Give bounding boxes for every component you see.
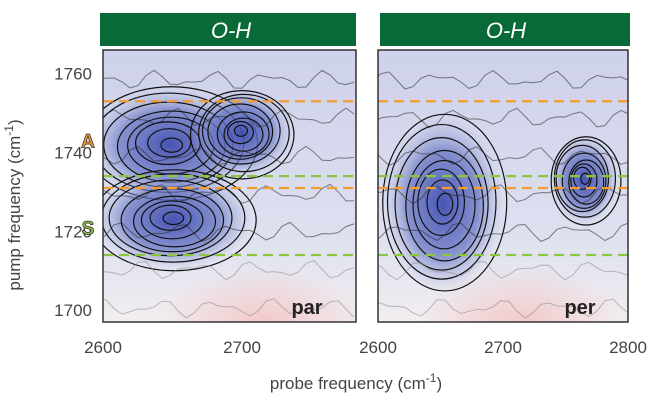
- contour-line: [103, 107, 355, 128]
- contour-line: [378, 146, 628, 167]
- contour-line: [103, 298, 355, 319]
- y-tick-label: 1740: [54, 143, 92, 162]
- contour-line: [132, 195, 217, 248]
- x-tick-label: 2700: [223, 338, 261, 357]
- contour-line: [160, 137, 184, 153]
- y-axis-title-sup: -1: [2, 125, 16, 136]
- contour-line: [405, 149, 484, 262]
- contour-line: [162, 211, 185, 226]
- contour-line: [426, 179, 459, 225]
- contour-line: [378, 261, 628, 281]
- contour-line: [189, 90, 295, 180]
- panel-label-per: per: [564, 297, 595, 319]
- y-tick-label: 1760: [54, 65, 92, 84]
- contour-line: [103, 145, 355, 166]
- banner-par: [100, 13, 356, 46]
- x-tick-label: 2600: [84, 338, 122, 357]
- contour-line: [568, 159, 605, 205]
- x-axis-title-close: ): [436, 374, 442, 393]
- contour-line: [216, 111, 270, 157]
- contour-line: [386, 123, 497, 280]
- contour-line: [233, 124, 249, 137]
- contour-line: [103, 173, 246, 263]
- contour-line: [550, 136, 622, 226]
- negative-peak: [383, 115, 503, 293]
- contour-line: [378, 222, 628, 243]
- contour-line: [198, 93, 290, 173]
- marker-s: S: [82, 218, 95, 239]
- marker-a: A: [81, 132, 95, 153]
- x-tick-label: 2800: [609, 338, 647, 357]
- contour-line: [103, 183, 355, 204]
- contour-line: [103, 260, 355, 281]
- positive-region: [156, 267, 356, 322]
- banner-per: [380, 13, 630, 46]
- panel-frame: [102, 49, 357, 323]
- panel-frame: [377, 49, 629, 323]
- contour-line: [573, 166, 592, 190]
- contour-line: [103, 69, 355, 89]
- panel-label-par: par: [291, 297, 322, 319]
- contour-line: [412, 159, 476, 250]
- contour-line: [561, 152, 607, 209]
- contour-line: [103, 221, 355, 243]
- contour-line: [207, 103, 274, 160]
- banner-title-par: O-H: [211, 18, 251, 43]
- x-tick-label: 2600: [359, 338, 397, 357]
- y-axis-title: pump frequency (cm-1): [2, 119, 24, 290]
- contour-line: [555, 144, 610, 213]
- contour-line: [140, 200, 204, 240]
- spectrum-panel-per: [378, 50, 628, 322]
- contour-line: [580, 172, 591, 185]
- contour-line: [149, 204, 192, 231]
- banner-title-per: O-H: [486, 18, 526, 43]
- x-axis-title-sup: -1: [426, 371, 437, 385]
- y-tick-label: 1700: [54, 301, 92, 320]
- contour-line: [417, 168, 465, 237]
- contour-line: [378, 69, 628, 90]
- contour-line: [553, 139, 617, 218]
- x-axis-title: probe frequency (cm-1): [270, 371, 442, 393]
- contour-line: [201, 97, 281, 165]
- contour-line: [226, 120, 254, 145]
- y-tick-label: 1720: [54, 222, 92, 241]
- y-axis-title-close: ): [5, 119, 24, 125]
- contour-line: [378, 107, 628, 129]
- x-axis-title-main: probe frequency (cm: [270, 374, 426, 393]
- contour-line: [103, 169, 257, 272]
- contour-line: [436, 192, 454, 216]
- x-tick-label: 2700: [484, 338, 522, 357]
- contour-line: [378, 184, 628, 205]
- contour-line: [394, 137, 489, 271]
- y-axis-title-main: pump frequency (cm: [5, 136, 24, 291]
- spectrum-panel-par: [103, 50, 356, 322]
- contour-line: [378, 298, 628, 319]
- contour-line: [570, 163, 598, 198]
